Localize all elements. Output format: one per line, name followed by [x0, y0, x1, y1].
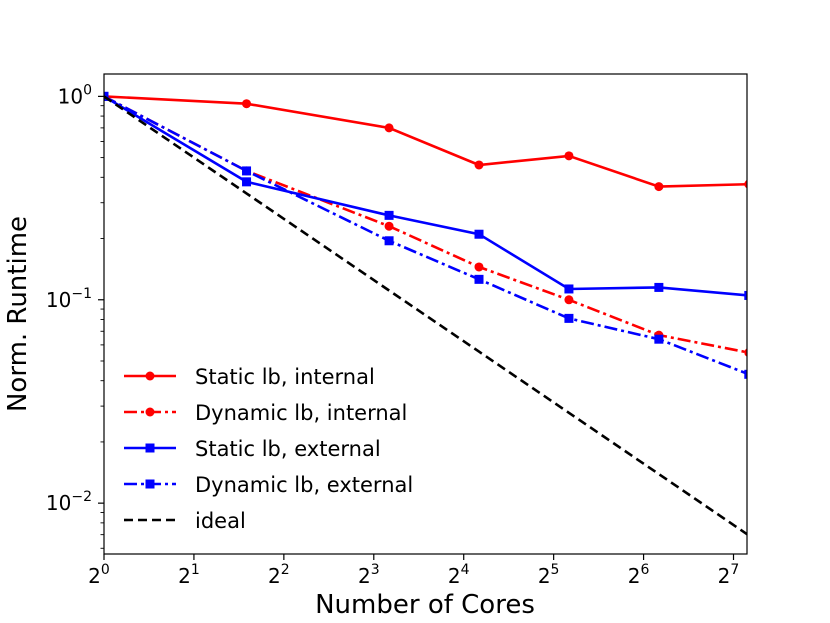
- x-tick-label: 25: [538, 562, 560, 588]
- series-line-3: [104, 95, 747, 375]
- data-point: [242, 99, 252, 109]
- x-tick-label: 22: [268, 562, 290, 588]
- data-point: [564, 295, 574, 305]
- x-tick-label: 23: [358, 562, 380, 588]
- series-line-0: [104, 95, 747, 188]
- legend-label: Static lb, internal: [195, 365, 375, 389]
- data-point: [564, 151, 574, 161]
- x-tick-label: 20: [88, 562, 110, 588]
- legend: Static lb, internal Dynamic lb, internal S…: [124, 365, 413, 533]
- data-point: [242, 177, 252, 187]
- legend-label: Dynamic lb, internal: [195, 401, 407, 425]
- data-point: [242, 166, 252, 176]
- data-point: [384, 123, 394, 133]
- x-axis-title: Number of Cores: [315, 590, 535, 620]
- data-point: [654, 334, 664, 344]
- x-tick-label: 21: [178, 562, 200, 588]
- y-axis-title: Norm. Runtime: [3, 216, 33, 412]
- series-line-2: [104, 95, 747, 297]
- legend-label: ideal: [195, 509, 246, 533]
- legend-marker: [145, 479, 155, 489]
- data-point: [474, 160, 484, 170]
- data-point: [384, 221, 394, 231]
- data-point: [654, 282, 664, 292]
- legend-marker: [145, 407, 155, 417]
- data-point: [564, 313, 574, 323]
- axes-frame: [103, 73, 748, 555]
- data-point: [384, 236, 394, 246]
- y-tick-label: 100: [58, 82, 92, 108]
- data-point: [654, 182, 664, 192]
- data-point: [744, 290, 747, 300]
- data-point: [474, 274, 484, 284]
- legend-label: Dynamic lb, external: [195, 473, 413, 497]
- x-tick-label: 26: [628, 562, 650, 588]
- x-tick-label: 27: [718, 562, 740, 588]
- axis-ticks: 20 21 22 23 24 25 26 27 100 10−1 10−2: [46, 82, 739, 588]
- data-point: [744, 369, 747, 379]
- legend-label: Static lb, external: [195, 437, 381, 461]
- data-point: [474, 262, 484, 272]
- series-line-4: [104, 95, 747, 536]
- data-point: [744, 180, 747, 189]
- data-point: [744, 348, 747, 357]
- legend-marker: [145, 371, 155, 381]
- y-tick-label: 10−1: [46, 286, 92, 312]
- plot-area: [104, 91, 747, 536]
- y-tick-label: 10−2: [46, 489, 92, 515]
- x-tick-label: 24: [448, 562, 470, 588]
- legend-marker: [145, 443, 155, 453]
- data-point: [474, 229, 484, 239]
- data-point: [384, 210, 394, 220]
- data-point: [564, 284, 574, 294]
